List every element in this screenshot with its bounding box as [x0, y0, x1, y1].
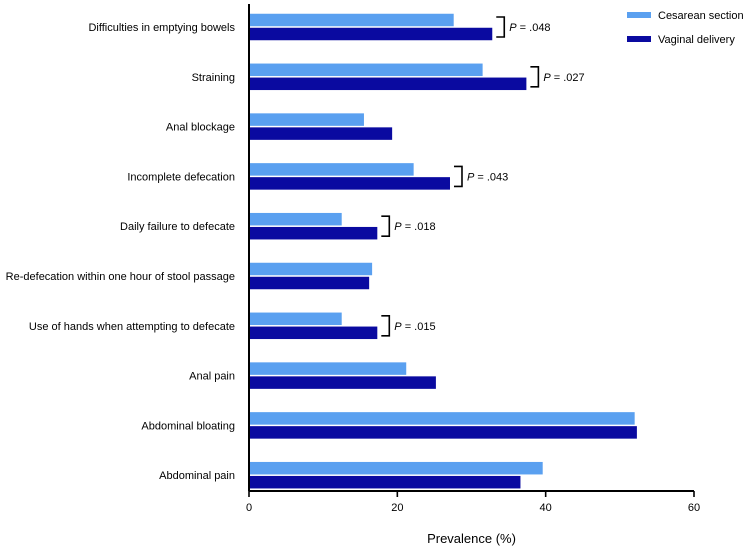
x-tick-label: 60: [688, 502, 700, 514]
p-value-label: P = .048: [509, 22, 550, 34]
category-label: Difficulties in emptying bowels: [88, 22, 235, 34]
annotations-group: P = .048 P = .027 P = .043 P = .018 P = .015: [381, 16, 585, 337]
bar-vaginal-delivery: [249, 276, 370, 290]
category-label: Incomplete defecation: [127, 171, 235, 183]
category-label: Daily failure to defecate: [120, 221, 235, 233]
x-axis-title: Prevalence (%): [427, 531, 516, 546]
p-value-label: P = .015: [394, 321, 435, 333]
p-value-label: P = .043: [467, 171, 508, 183]
bar-cesarean-section: [249, 13, 454, 27]
bar-cesarean-section: [249, 412, 635, 425]
significance-bracket: [496, 16, 506, 38]
category-label: Abdominal pain: [159, 470, 235, 482]
bar-vaginal-delivery: [249, 226, 378, 240]
legend-label: Vaginal delivery: [658, 34, 735, 46]
category-label: Straining: [192, 72, 235, 84]
category-labels: Difficulties in emptying bowels Straining…: [6, 22, 236, 482]
category-label: Abdominal bloating: [141, 420, 235, 432]
significance-bracket: [530, 66, 540, 88]
x-tick-label: 40: [540, 502, 552, 514]
legend-swatch: [627, 12, 651, 18]
bar-vaginal-delivery: [249, 426, 637, 439]
category-label: Anal blockage: [166, 122, 235, 134]
x-tick-label: 0: [246, 502, 252, 514]
bar-cesarean-section: [249, 312, 342, 326]
bar-vaginal-delivery: [249, 376, 436, 389]
bar-cesarean-section: [249, 262, 373, 276]
category-label: Anal pain: [189, 371, 235, 383]
significance-bracket: [453, 165, 463, 188]
x-tick-label: 20: [391, 502, 403, 514]
bar-vaginal-delivery: [249, 127, 393, 140]
legend: Cesarean section Vaginal delivery: [627, 10, 744, 46]
significance-bracket: [381, 215, 391, 237]
category-label: Use of hands when attempting to defecate: [29, 321, 235, 333]
p-value-label: P = .018: [394, 221, 435, 233]
legend-swatch: [627, 36, 651, 42]
category-label: Re-defecation within one hour of stool p…: [6, 271, 235, 283]
bar-vaginal-delivery: [249, 27, 493, 41]
bar-vaginal-delivery: [249, 77, 527, 91]
bar-cesarean-section: [249, 362, 407, 375]
x-ticks: 0 20 40 60: [246, 491, 700, 514]
bar-vaginal-delivery: [249, 475, 521, 489]
bar-cesarean-section: [249, 63, 483, 77]
legend-label: Cesarean section: [658, 10, 744, 22]
significance-bracket: [381, 315, 391, 337]
bar-vaginal-delivery: [249, 177, 450, 190]
axes-group: [248, 4, 694, 492]
bar-cesarean-section: [249, 163, 414, 176]
bar-cesarean-section: [249, 461, 543, 475]
bar-vaginal-delivery: [249, 326, 378, 340]
p-value-label: P = .027: [543, 72, 584, 84]
bar-cesarean-section: [249, 212, 342, 226]
bar-cesarean-section: [249, 113, 364, 126]
bars-group: [249, 13, 637, 489]
